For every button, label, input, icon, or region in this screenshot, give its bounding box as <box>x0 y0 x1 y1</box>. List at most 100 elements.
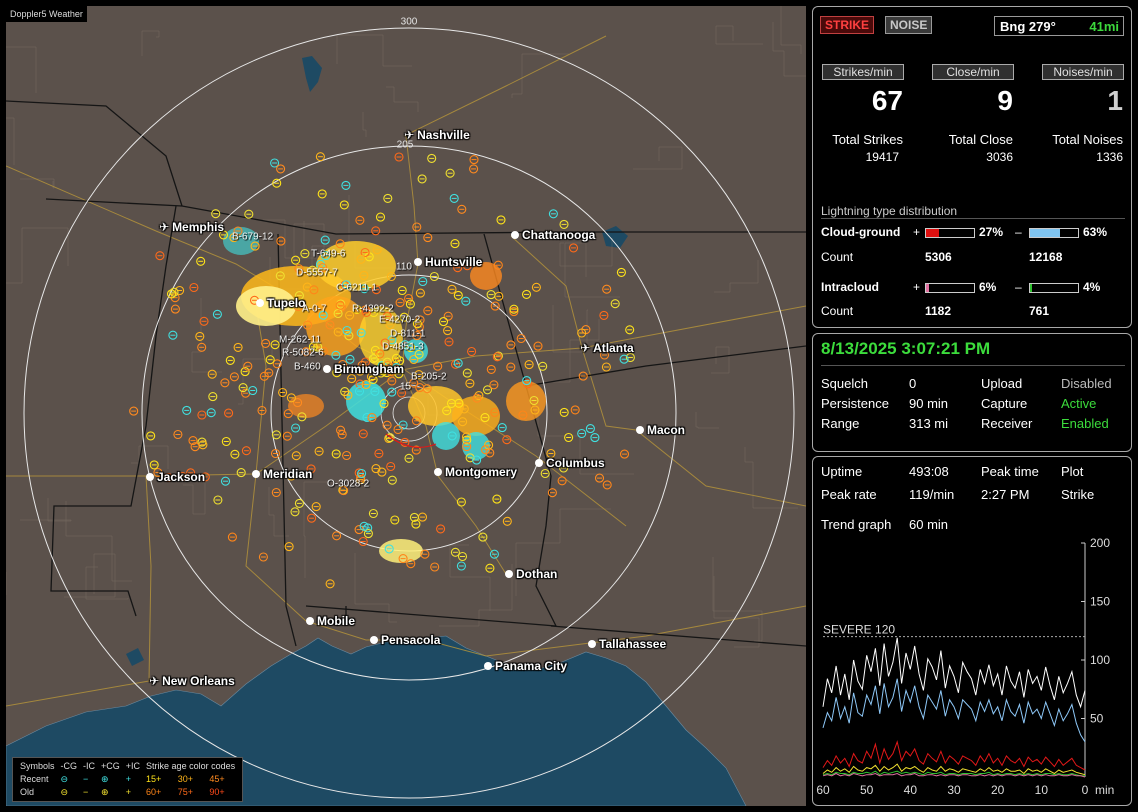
status-panel: 8/13/2025 3:07:21 PM Squelch 0 Upload Di… <box>812 333 1132 452</box>
noise-mode-button[interactable]: NOISE <box>885 16 933 34</box>
strike-marker <box>395 298 405 308</box>
upload-value[interactable]: Disabled <box>1061 376 1112 391</box>
total-noises-value: 1336 <box>1096 150 1123 164</box>
city-dot-icon <box>588 640 596 648</box>
negative-sign: – <box>1015 280 1022 294</box>
range-ring-label: 300 <box>400 16 418 28</box>
strike-marker <box>243 361 253 371</box>
strike-marker <box>601 362 611 372</box>
strike-marker <box>357 360 367 370</box>
cg-positive-count: 5306 <box>925 250 952 264</box>
trend-series-line <box>822 770 1085 777</box>
noises-per-min-label[interactable]: Noises/min <box>1042 64 1124 80</box>
strike-marker <box>325 320 335 330</box>
plot-value[interactable]: Strike <box>1061 487 1095 502</box>
strike-marker <box>461 432 472 442</box>
strike-marker <box>382 357 392 367</box>
strike-marker <box>412 331 422 341</box>
strike-marker <box>221 436 231 447</box>
strike-marker <box>393 424 403 435</box>
storm-track-label[interactable]: D-811-1 <box>390 328 426 340</box>
city-name: Montgomery <box>445 465 517 479</box>
strike-marker <box>311 502 321 512</box>
receiver-value[interactable]: Enabled <box>1061 416 1109 431</box>
strike-marker <box>418 276 428 287</box>
strike-mode-button[interactable]: STRIKE <box>820 16 875 34</box>
range-value[interactable]: 313 mi <box>909 416 949 431</box>
storm-track-label[interactable]: M-262-11 <box>279 334 322 346</box>
strike-marker <box>409 378 419 388</box>
strike-marker <box>173 429 183 440</box>
strike-marker <box>363 529 373 539</box>
strike-marker <box>170 304 180 314</box>
strike-marker <box>337 429 347 440</box>
strike-marker <box>196 256 206 266</box>
radar-map[interactable]: 300 205 ✈ Nashville ✈ Memphis Chattanooga Hun… <box>6 6 806 806</box>
strike-marker <box>189 282 199 293</box>
strike-marker <box>559 219 569 229</box>
city-label: Chattanooga <box>511 228 595 242</box>
ic-negative-bar <box>1029 283 1079 293</box>
city-name: Macon <box>647 423 686 437</box>
strike-marker <box>345 354 355 364</box>
trend-series-line <box>822 763 1086 776</box>
city-label: Panama City <box>484 659 567 673</box>
city-dot-icon <box>306 617 314 625</box>
strike-marker <box>361 379 371 390</box>
persistence-value[interactable]: 90 min <box>909 396 949 411</box>
strike-marker <box>293 398 303 408</box>
storm-track-label[interactable]: D-4851-3 <box>382 341 424 353</box>
strike-marker <box>261 338 271 348</box>
strike-marker <box>229 372 239 382</box>
strike-marker <box>399 312 409 322</box>
strike-marker <box>211 209 221 219</box>
strike-marker <box>453 358 463 368</box>
strike-marker <box>352 304 362 314</box>
storm-track-label[interactable]: D-5557-7 <box>296 267 338 279</box>
storm-track-label[interactable]: B-679-12 <box>232 231 274 243</box>
strikes-per-min-label[interactable]: Strikes/min <box>822 64 904 80</box>
strike-marker <box>195 331 205 341</box>
close-per-min-label[interactable]: Close/min <box>932 64 1014 80</box>
storm-track-label[interactable]: E-4270-2 <box>379 314 421 326</box>
peak-rate-label: Peak rate <box>821 487 877 502</box>
strike-marker <box>450 239 460 249</box>
ic-positive-count: 1182 <box>925 304 952 318</box>
storm-track-label[interactable]: T-649-6 <box>311 248 346 260</box>
legend-col-head: -IC <box>83 761 96 771</box>
airplane-icon: ✈ <box>159 220 170 234</box>
strike-marker <box>341 280 351 290</box>
squelch-value[interactable]: 0 <box>909 376 917 391</box>
strike-marker <box>602 480 612 490</box>
storm-track-label[interactable]: O-3028-2 <box>327 478 370 490</box>
storm-track-label[interactable]: B-460 <box>294 361 321 373</box>
y-tick-label: 100 <box>1090 653 1110 667</box>
strike-marker <box>227 532 237 542</box>
storm-track-label[interactable]: R-4392-2 <box>352 303 394 315</box>
strike-marker <box>387 475 397 485</box>
strike-marker <box>291 255 301 265</box>
storm-track-label[interactable]: A-0-7 <box>302 303 327 315</box>
capture-value[interactable]: Active <box>1061 396 1097 411</box>
storm-track-label[interactable]: R-5082-6 <box>282 347 324 359</box>
strike-marker <box>489 549 499 559</box>
storm-track-label[interactable]: 15 <box>400 381 412 393</box>
strike-marker <box>616 267 626 277</box>
storm-track-label[interactable]: B-205-2 <box>411 371 447 383</box>
strike-marker <box>233 226 243 236</box>
strike-marker <box>208 392 218 402</box>
strike-marker <box>146 431 156 441</box>
plot-label: Plot <box>1061 464 1084 479</box>
city-name: New Orleans <box>162 674 235 688</box>
storm-track-label[interactable]: 110 <box>396 261 412 273</box>
strike-marker <box>456 497 466 507</box>
trend-window-value[interactable]: 60 min <box>909 517 949 532</box>
neg-cg-old-icon: ⊖ <box>60 787 69 797</box>
legend-col-head: -CG <box>60 761 78 771</box>
strike-marker <box>445 168 455 178</box>
storm-track-label[interactable]: C-6211-1 <box>336 282 377 294</box>
distance-value: 41mi <box>1089 19 1119 34</box>
strike-marker <box>385 320 395 330</box>
cg-negative-bar <box>1029 228 1079 238</box>
